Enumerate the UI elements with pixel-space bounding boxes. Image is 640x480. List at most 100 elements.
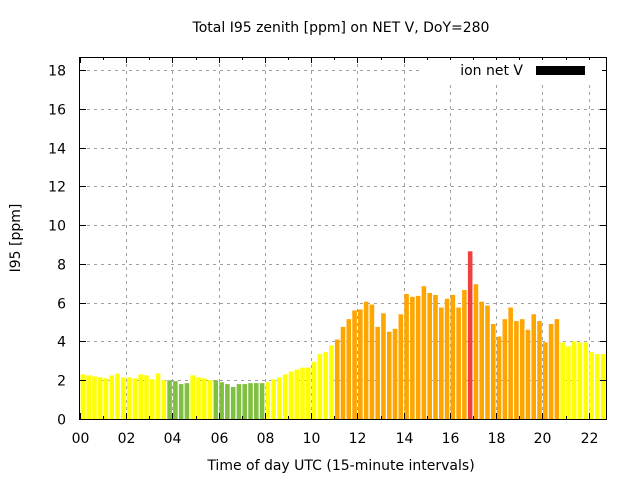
bar: [543, 342, 548, 419]
bar: [265, 382, 271, 419]
bar: [363, 301, 369, 419]
bar: [86, 375, 91, 419]
bar: [415, 295, 421, 419]
bar: [115, 373, 120, 419]
bar: [144, 375, 149, 419]
bar: [282, 374, 288, 419]
bar: [398, 314, 404, 419]
bar: [485, 305, 490, 419]
bar: [583, 342, 589, 419]
bar: [369, 304, 375, 419]
x-tick-label: 20: [534, 431, 552, 447]
bar: [236, 384, 242, 419]
bar: [311, 361, 317, 419]
bar: [248, 383, 253, 419]
bar: [444, 298, 450, 419]
bar: [149, 379, 155, 419]
y-axis-label: I95 [ppm]: [8, 204, 24, 273]
bar: [375, 326, 380, 419]
bar: [421, 286, 427, 419]
y-tick-label: 16: [48, 103, 66, 119]
bar: [92, 376, 97, 419]
bar: [334, 339, 340, 419]
y-tick-label: 0: [57, 413, 66, 429]
x-tick-label: 00: [72, 431, 90, 447]
bar: [392, 328, 398, 419]
bars: [80, 251, 606, 419]
bar: [508, 307, 513, 419]
legend-label: ion net V: [460, 63, 523, 79]
bar: [589, 352, 594, 419]
bar: [103, 378, 109, 419]
bar: [595, 354, 600, 419]
bar: [438, 307, 444, 419]
x-tick-label: 22: [581, 431, 599, 447]
bar: [300, 367, 305, 419]
y-tick-label: 14: [48, 142, 66, 158]
bar: [167, 380, 172, 419]
bar: [600, 354, 606, 419]
bar: [427, 292, 432, 419]
bar: [201, 378, 207, 419]
y-tick-label: 2: [57, 374, 66, 390]
bar: [161, 380, 167, 419]
bar: [132, 378, 138, 419]
y-tick-label: 18: [48, 64, 66, 80]
bar: [155, 373, 161, 419]
bar: [577, 342, 583, 419]
bar: [456, 307, 461, 419]
bar: [404, 293, 409, 419]
bar: [259, 383, 265, 419]
chart-title: Total I95 zenith [ppm] on NET V, DoY=280: [192, 20, 490, 36]
bar: [554, 319, 560, 419]
bar: [467, 251, 473, 419]
y-axis: 0 2 4 6 8 10 12 14 16 18: [48, 64, 606, 429]
y-tick-label: 8: [57, 258, 66, 274]
x-axis-label: Time of day UTC (15-minute intervals): [206, 458, 474, 474]
x-tick-label: 04: [164, 431, 182, 447]
x-tick-label: 14: [396, 431, 414, 447]
bar: [126, 377, 132, 419]
bar: [254, 383, 259, 419]
bar: [97, 377, 103, 419]
bar: [479, 301, 485, 419]
bar: [138, 374, 143, 419]
bar: [525, 329, 531, 419]
y-tick-label: 12: [48, 180, 66, 196]
x-tick-label: 06: [211, 431, 229, 447]
bar: [462, 290, 467, 419]
legend-swatch: [536, 66, 585, 75]
x-tick-label: 08: [257, 431, 275, 447]
bar: [242, 384, 248, 419]
bar: [560, 342, 565, 419]
bar: [178, 384, 184, 419]
bar: [184, 383, 190, 419]
bar: [386, 331, 392, 419]
bar: [519, 319, 525, 419]
bar: [531, 314, 537, 419]
bar: [80, 374, 86, 419]
legend: ion net V: [422, 60, 602, 82]
bar: [502, 319, 508, 419]
bar: [352, 310, 357, 419]
x-tick-label: 18: [488, 431, 506, 447]
bar: [450, 294, 456, 419]
plot-frame: [79, 57, 607, 420]
bar: [109, 375, 115, 419]
bar: [306, 367, 311, 419]
bar: [271, 379, 276, 419]
bar: [571, 341, 577, 419]
bar: [329, 345, 334, 419]
bar: [225, 384, 230, 419]
x-tick-label: 16: [442, 431, 460, 447]
bar: [433, 294, 438, 419]
bar: [213, 380, 219, 419]
x-tick-label: 12: [349, 431, 367, 447]
bar: [566, 346, 571, 419]
bar: [358, 309, 363, 419]
y-tick-label: 6: [57, 297, 66, 313]
bar: [277, 377, 282, 419]
bar: [514, 321, 519, 419]
bar: [323, 352, 328, 419]
